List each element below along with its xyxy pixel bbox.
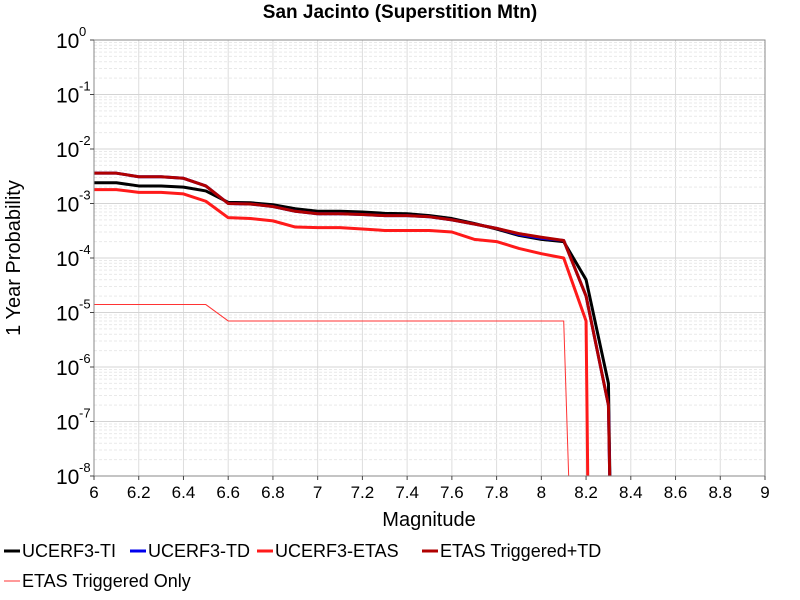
y-tick-exponent: -2: [79, 133, 91, 148]
x-tick-label: 8: [537, 483, 546, 502]
y-tick-label: 10 -1: [56, 79, 91, 108]
legend-label: ETAS Triggered+TD: [440, 541, 601, 561]
series-group: [94, 171, 612, 476]
x-tick-label: 7.8: [485, 483, 509, 502]
legend-label: UCERF3-ETAS: [275, 541, 399, 561]
y-tick-exponent: -7: [79, 406, 91, 421]
y-tick-exponent: -8: [79, 460, 91, 475]
y-tick-label: 10 -7: [56, 406, 91, 435]
series-line-5: [94, 304, 570, 476]
x-tick-label: 7.6: [440, 483, 464, 502]
y-tick-base: 10: [56, 412, 79, 435]
x-tick-label: 6.2: [127, 483, 151, 502]
y-tick-exponent: 0: [79, 24, 86, 39]
y-tick-base: 10: [56, 466, 79, 489]
y-tick-label: 10 -4: [56, 242, 91, 271]
x-tick-label: 9: [760, 483, 769, 502]
x-tick-label: 8.4: [619, 483, 643, 502]
x-tick-label: 6.8: [261, 483, 285, 502]
legend: UCERF3-TI UCERF3-TD UCERF3-ETAS ETAS Trigge…: [4, 541, 601, 591]
x-axis-label: Magnitude: [382, 509, 475, 531]
legend-label: UCERF3-TD: [148, 541, 250, 561]
x-tick-label: 8.2: [574, 483, 598, 502]
y-tick-label: 10 -2: [56, 133, 91, 162]
x-tick-label: 7: [313, 483, 322, 502]
y-axis-label: 1 Year Probability: [3, 180, 25, 336]
legend-label: UCERF3-TI: [22, 541, 116, 561]
x-tick-label: 6.4: [172, 483, 196, 502]
y-tick-label: 10 -3: [56, 188, 91, 217]
series-line-4: [94, 171, 612, 476]
x-tick-label: 7.2: [351, 483, 375, 502]
y-tick-exponent: -1: [79, 79, 91, 94]
y-tick-base: 10: [56, 139, 79, 162]
series-line-3: [94, 188, 590, 476]
y-tick-label: 10 -6: [56, 351, 91, 380]
x-tick-label: 6: [89, 483, 98, 502]
y-tick-label: 10 0: [56, 24, 86, 53]
y-tick-base: 10: [56, 30, 79, 53]
x-tick-label: 8.6: [664, 483, 688, 502]
y-tick-exponent: -4: [79, 242, 91, 257]
y-tick-base: 10: [56, 357, 79, 380]
y-tick-label: 10 -5: [56, 297, 91, 326]
legend-label: ETAS Triggered Only: [22, 571, 191, 591]
y-tick-exponent: -5: [79, 297, 91, 312]
x-axis-ticks: 6 6.2 6.4 6.6 6.8 7 7.2 7.4 7.6 7.8 8 8.2 8.4 8.6 8.8 9: [89, 476, 770, 502]
y-tick-base: 10: [56, 194, 79, 217]
x-tick-label: 6.6: [216, 483, 240, 502]
grid: [93, 40, 766, 477]
y-tick-base: 10: [56, 85, 79, 108]
y-tick-label: 10 -8: [56, 460, 91, 489]
y-tick-base: 10: [56, 248, 79, 271]
x-tick-label: 8.8: [708, 483, 732, 502]
y-tick-exponent: -3: [79, 188, 91, 203]
y-tick-base: 10: [56, 303, 79, 326]
chart-title: San Jacinto (Superstition Mtn): [263, 2, 537, 23]
y-tick-exponent: -6: [79, 351, 91, 366]
x-tick-label: 7.4: [395, 483, 419, 502]
